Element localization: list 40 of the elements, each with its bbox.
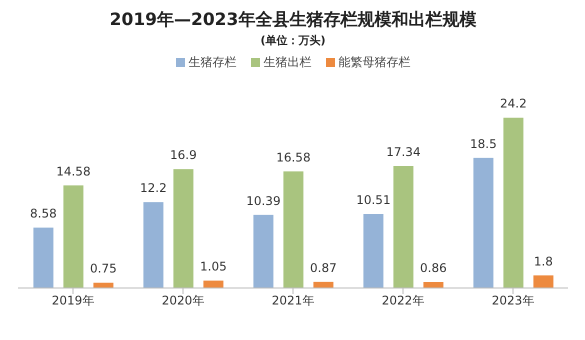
data-label: 14.58 [56, 164, 91, 178]
bar [93, 282, 114, 288]
x-tick-label: 2021年 [272, 294, 314, 308]
bar [393, 166, 414, 288]
legend-label: 生猪存栏 [188, 54, 236, 71]
bar [283, 171, 304, 288]
legend-label: 能繁母猪存栏 [338, 54, 410, 71]
x-tick-label: 2020年 [162, 294, 204, 308]
x-tick-label: 2019年 [52, 294, 94, 308]
bar [253, 214, 274, 288]
bar [143, 202, 164, 288]
data-label: 10.51 [356, 193, 391, 208]
data-label: 24.2 [500, 96, 527, 111]
bar [423, 282, 444, 288]
data-label: 0.75 [90, 262, 117, 276]
x-tick-label: 2023年 [492, 294, 534, 308]
data-label: 17.34 [386, 145, 421, 159]
bar [503, 118, 524, 288]
data-label: 10.39 [246, 194, 281, 208]
data-label: 16.9 [170, 148, 197, 162]
data-label: 12.2 [140, 181, 167, 196]
bar [363, 214, 384, 288]
bar [313, 282, 334, 288]
data-label: 8.58 [30, 206, 57, 221]
bar [203, 280, 224, 288]
data-label: 18.5 [470, 136, 497, 151]
data-label: 1.05 [200, 260, 227, 274]
chart-title: 2019年—2023年全县生猪存栏规模和出栏规模 [108, 9, 478, 31]
bar [173, 169, 194, 288]
data-label: 0.86 [420, 260, 447, 275]
bar [33, 228, 54, 288]
data-label: 16.58 [276, 150, 311, 164]
chart-subtitle: (单位：万头) [259, 33, 327, 48]
data-label: 0.87 [310, 260, 337, 275]
data-label: 1.8 [534, 254, 553, 268]
x-tick-label: 2022年 [382, 294, 424, 308]
legend-label: 生猪出栏 [262, 54, 312, 71]
bar [533, 275, 554, 288]
bar [473, 158, 494, 288]
bar [63, 185, 84, 288]
